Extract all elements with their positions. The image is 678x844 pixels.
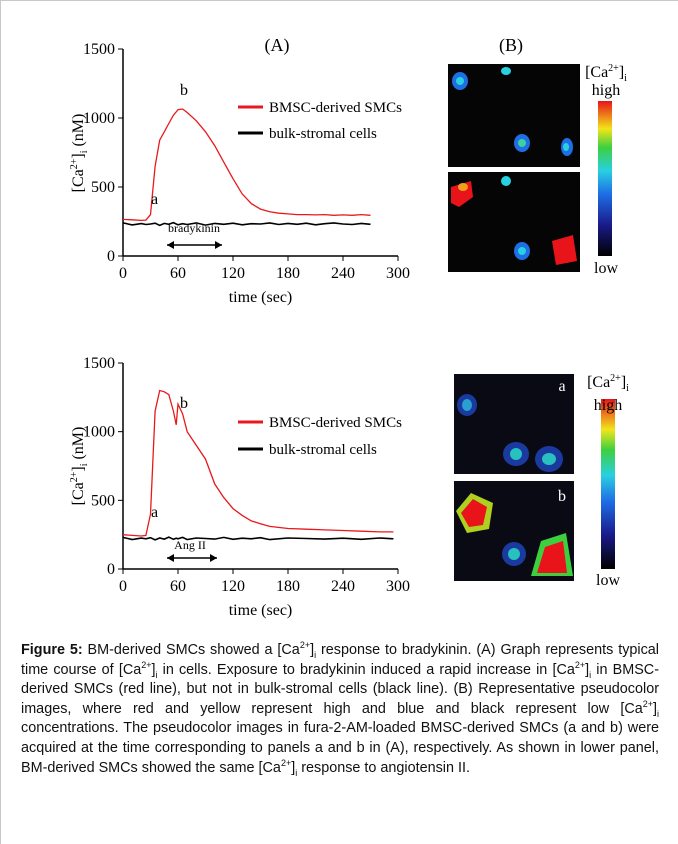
caption-text: 2+ <box>575 660 585 670</box>
y-axis-label-part: [Ca <box>70 169 87 192</box>
legend-label: bulk-stromal cells <box>269 442 377 458</box>
caption-text: 2+ <box>141 660 151 670</box>
pseudocolor-image <box>454 374 574 474</box>
x-tick-label: 300 <box>386 265 410 282</box>
annotation: bradykinin <box>168 221 220 235</box>
x-axis-label: time (sec) <box>229 289 293 306</box>
x-tick-label: 120 <box>221 578 245 595</box>
figure-page: (A) (B) [Ca2+]i high low [Ca2+]i high lo… <box>0 0 678 844</box>
y-axis-label-part: 2+ <box>69 158 80 169</box>
x-tick-label: 180 <box>276 578 300 595</box>
y-tick-label: 1000 <box>83 110 115 127</box>
x-tick-label: 300 <box>386 578 410 595</box>
y-axis-label-part: (nM) <box>70 114 87 151</box>
series-line <box>123 391 393 537</box>
y-tick-label: 500 <box>91 492 115 509</box>
y-tick-label: 500 <box>91 179 115 196</box>
colorbar-label: [Ca2+]i <box>587 373 629 394</box>
series-line <box>123 223 371 226</box>
annotation: a <box>151 504 158 521</box>
y-tick-label: 1500 <box>83 41 115 58</box>
colorbar <box>598 101 612 256</box>
colorbar-high: high <box>594 397 622 414</box>
caption-text: i <box>657 709 659 719</box>
colorbar-label: [Ca2+]i <box>585 63 627 84</box>
pseudocolor-image <box>454 481 574 581</box>
y-axis-label-part: (nM) <box>70 427 87 464</box>
caption-text: 2+ <box>281 758 291 768</box>
image-label: b <box>558 488 566 505</box>
colorbar <box>601 399 615 569</box>
pseudocolor-image <box>448 64 580 167</box>
y-tick-label: 1000 <box>83 424 115 441</box>
x-tick-label: 240 <box>331 265 355 282</box>
x-tick-label: 60 <box>170 578 186 595</box>
y-tick-label: 0 <box>107 248 115 265</box>
series-line <box>123 537 393 540</box>
colorbar-low: low <box>594 260 618 277</box>
x-tick-label: 240 <box>331 578 355 595</box>
legend-label: bulk-stromal cells <box>269 126 377 142</box>
x-tick-label: 60 <box>170 265 186 282</box>
annotation: Ang II <box>174 538 206 552</box>
x-axis-label: time (sec) <box>229 602 293 619</box>
legend-label: BMSC-derived SMCs <box>269 415 402 431</box>
annotation: a <box>151 191 158 208</box>
x-tick-label: 120 <box>221 265 245 282</box>
panel-label: (A) <box>265 35 290 56</box>
colorbar-high: high <box>592 82 620 99</box>
panel-label: (B) <box>499 35 523 56</box>
caption: Figure 5: BM-derived SMCs showed a [Ca2+… <box>21 641 659 778</box>
y-tick-label: 1500 <box>83 355 115 372</box>
legend-label: BMSC-derived SMCs <box>269 100 402 116</box>
caption-text: response to angiotensin II. <box>297 760 470 776</box>
caption-label: Figure 5: <box>21 642 83 658</box>
y-axis-label: [Ca2+]i (nM) <box>69 427 90 506</box>
y-axis-label-part: 2+ <box>69 471 80 482</box>
x-tick-label: 180 <box>276 265 300 282</box>
annotation: b <box>180 82 188 99</box>
caption-text: BM-derived SMCs showed a [Ca <box>83 642 300 658</box>
caption-text: in cells. Exposure to bradykinin induced… <box>157 662 574 678</box>
y-axis-label-part: [Ca <box>70 482 87 505</box>
pseudocolor-image <box>448 172 580 272</box>
y-axis-label: [Ca2+]i (nM) <box>69 114 90 193</box>
caption-text: 2+ <box>300 640 310 650</box>
image-label: a <box>558 378 565 395</box>
y-tick-label: 0 <box>107 561 115 578</box>
x-tick-label: 0 <box>119 578 127 595</box>
caption-text: 2+ <box>643 699 653 709</box>
annotation: b <box>180 395 188 412</box>
x-tick-label: 0 <box>119 265 127 282</box>
figure: (A) (B) [Ca2+]i high low [Ca2+]i high lo… <box>1 1 677 631</box>
colorbar-low: low <box>596 572 620 589</box>
